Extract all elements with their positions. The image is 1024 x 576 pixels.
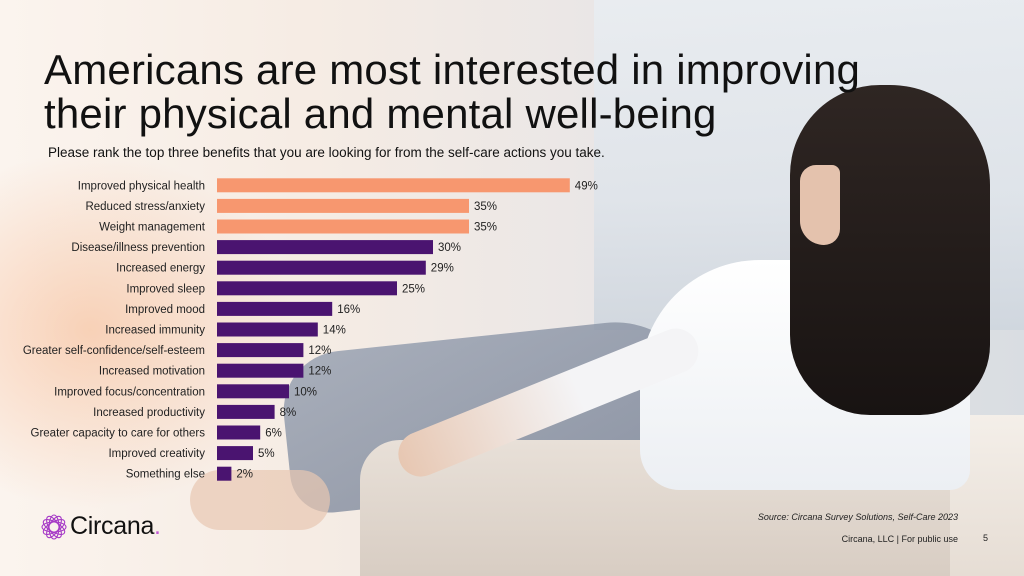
value-label: 10%: [294, 386, 317, 398]
bar: [217, 343, 304, 358]
category-label: Improved focus/concentration: [54, 386, 205, 398]
bar: [217, 219, 469, 234]
title-line-2: their physical and mental well-being: [44, 90, 717, 137]
logo-dot: .: [154, 512, 161, 540]
category-label: Improved physical health: [78, 180, 205, 192]
bar: [217, 425, 261, 440]
title-line-1: Americans are most interested in improvi…: [44, 46, 861, 93]
category-label: Weight management: [99, 222, 206, 234]
page-number: 5: [982, 533, 988, 543]
value-label: 2%: [236, 469, 253, 481]
bar: [217, 363, 304, 378]
category-label: Greater self-confidence/self-esteem: [23, 345, 205, 357]
category-label: Improved mood: [125, 304, 205, 316]
bar-chart: Improved physical health 49% Reduced stres…: [0, 170, 700, 490]
category-label: Reduced stress/anxiety: [85, 201, 205, 213]
bar: [217, 384, 289, 399]
value-label: 5%: [258, 448, 275, 460]
category-label: Increased motivation: [99, 366, 205, 378]
category-label: Disease/illness prevention: [71, 242, 205, 254]
value-label: 29%: [431, 263, 454, 275]
value-label: 6%: [265, 428, 282, 440]
circana-logo-icon: [41, 513, 67, 540]
value-label: 14%: [323, 325, 346, 337]
value-label: 16%: [337, 304, 360, 316]
category-label: Greater capacity to care for others: [31, 428, 206, 440]
category-label: Improved creativity: [108, 448, 205, 460]
category-label: Improved sleep: [126, 283, 205, 295]
background-hair: [790, 85, 990, 415]
background-face: [800, 165, 840, 245]
circana-logo-text: Circana.: [70, 512, 161, 541]
bar: [217, 446, 253, 461]
bar: [217, 322, 318, 337]
value-label: 49%: [575, 180, 598, 192]
bar: [217, 240, 433, 255]
value-label: 35%: [474, 222, 497, 234]
bar: [217, 404, 275, 419]
chart-subtitle: Please rank the top three benefits that …: [48, 145, 605, 160]
background-feet: [190, 470, 330, 530]
category-label: Increased productivity: [93, 407, 205, 419]
circana-logo: Circana.: [40, 512, 161, 541]
logo-wordmark: Circana: [70, 512, 155, 540]
value-label: 12%: [308, 366, 331, 378]
value-label: 30%: [438, 242, 461, 254]
value-label: 8%: [280, 407, 297, 419]
bar-chart-svg: Improved physical health 49% Reduced stres…: [23, 178, 598, 481]
bar: [217, 301, 333, 316]
bar: [217, 178, 570, 193]
bar: [217, 281, 397, 296]
bar: [217, 260, 426, 275]
category-label: Something else: [126, 469, 205, 481]
bar: [217, 466, 232, 481]
slide-title: Americans are most interested in improvi…: [44, 48, 944, 136]
category-label: Increased immunity: [105, 325, 205, 337]
bar: [217, 198, 469, 213]
category-label: Increased energy: [116, 263, 205, 275]
source-note: Source: Circana Survey Solutions, Self-C…: [757, 512, 958, 522]
value-label: 35%: [474, 201, 497, 213]
value-label: 12%: [308, 345, 331, 357]
value-label: 25%: [402, 283, 425, 295]
footer-text: Circana, LLC | For public use: [841, 534, 958, 544]
